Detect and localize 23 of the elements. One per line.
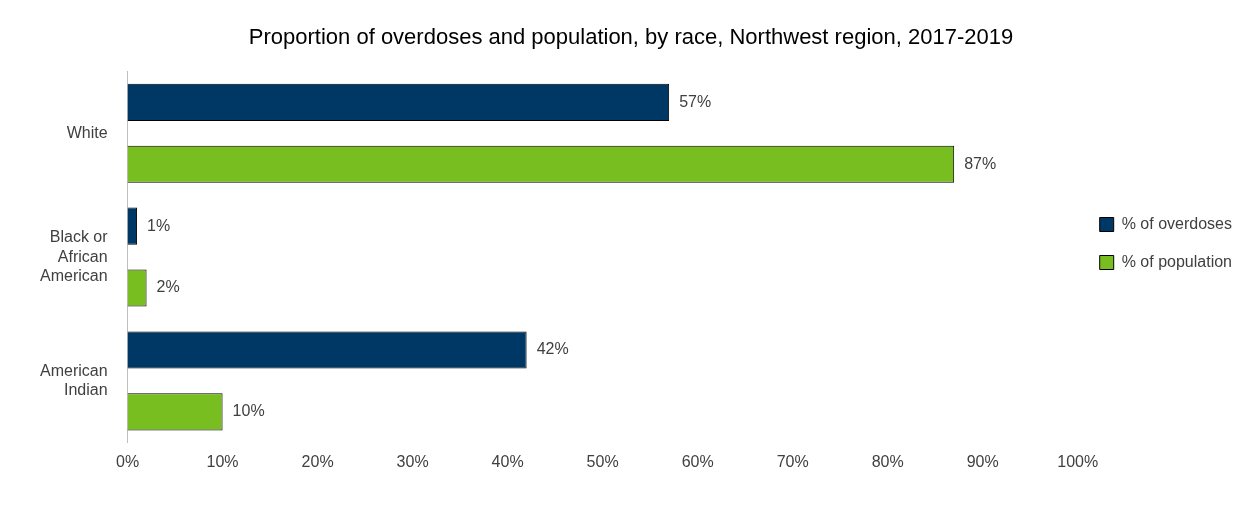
x-tick-label: 100% — [1057, 452, 1099, 470]
x-tick-label: 0% — [116, 452, 140, 470]
x-tick-label: 80% — [871, 452, 904, 470]
legend-label: % of population — [1121, 252, 1233, 270]
y-tick-label: White — [66, 123, 108, 141]
data-label: 2% — [156, 278, 180, 296]
data-label: 1% — [147, 216, 171, 234]
data-label: 10% — [232, 402, 265, 420]
x-tick-label: 90% — [966, 452, 999, 470]
data-label: 57% — [679, 92, 712, 110]
data-label: 42% — [536, 340, 569, 358]
y-tick-label: American Indian — [40, 361, 108, 398]
chart-title: Proportion of overdoses and population, by race, Northwest region, 2017-2019 — [248, 24, 1014, 50]
x-tick-label: 20% — [301, 452, 334, 470]
x-tick-label: 50% — [586, 452, 619, 470]
x-tick-label: 60% — [681, 452, 714, 470]
x-tick-label: 70% — [776, 452, 809, 470]
y-tick-label: Black or African American — [40, 228, 109, 284]
legend-label: % of overdoses — [1121, 214, 1232, 232]
x-tick-label: 30% — [396, 452, 429, 470]
data-label: 87% — [964, 154, 997, 172]
x-tick-label: 10% — [206, 452, 239, 470]
x-tick-label: 40% — [491, 452, 524, 470]
